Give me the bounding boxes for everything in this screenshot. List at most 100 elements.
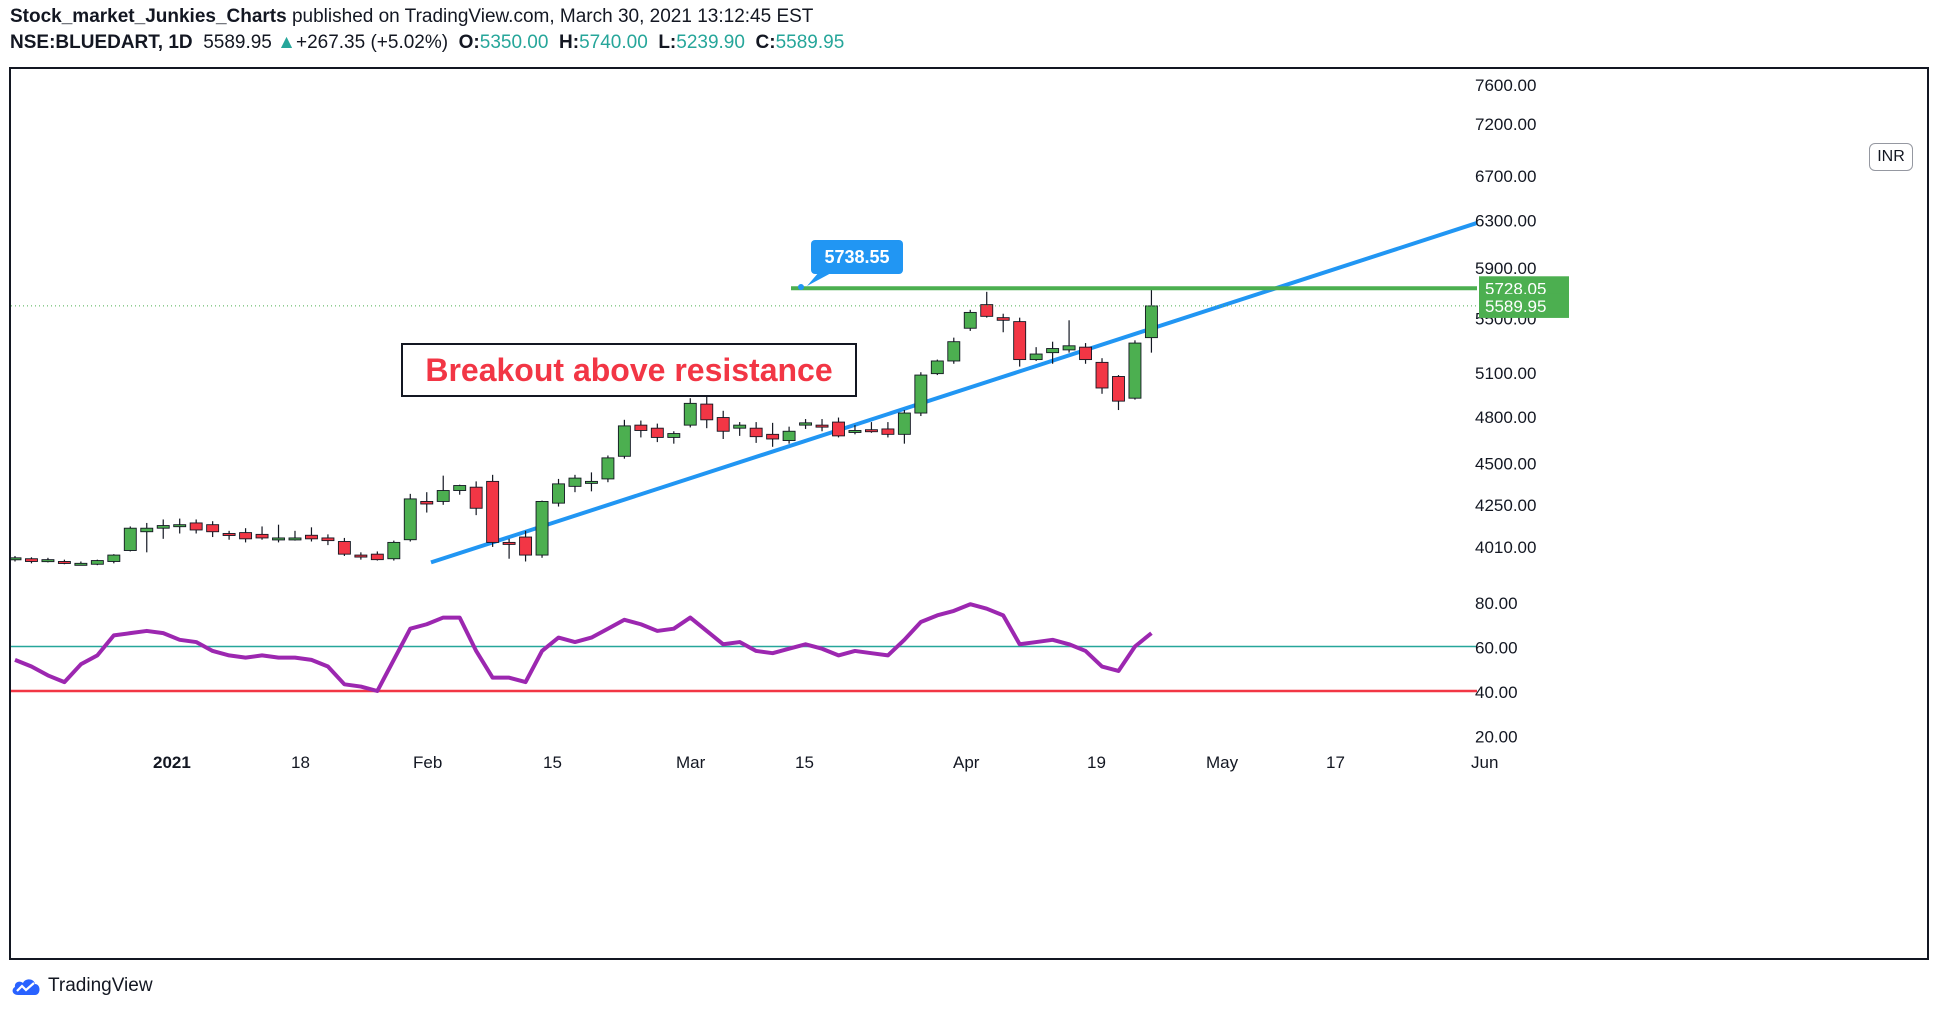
candle <box>74 561 88 566</box>
candle <box>766 422 780 447</box>
candle-body <box>403 498 417 541</box>
high-value: 5740.00 <box>579 32 648 53</box>
candle <box>222 530 236 540</box>
candle <box>650 423 664 443</box>
candle <box>864 422 878 433</box>
candle <box>206 521 220 538</box>
rsi-tick-label: 40.00 <box>1475 683 1518 702</box>
candle-body <box>156 525 170 529</box>
candle <box>370 551 384 561</box>
price-tick-label: 6300.00 <box>1475 212 1536 231</box>
candle <box>1079 343 1093 364</box>
x-tick-label: 2021 <box>153 753 191 772</box>
close-label: C: <box>755 32 776 53</box>
candle <box>123 526 137 552</box>
candle <box>288 530 302 541</box>
candle <box>914 372 928 417</box>
price-tick-label: 4800.00 <box>1475 408 1536 427</box>
cloud-logo-icon <box>12 979 40 995</box>
candle-body <box>881 428 895 435</box>
publish-line: Stock_market_Junkies_Charts published on… <box>10 6 813 28</box>
candle-body <box>552 483 565 504</box>
candle-body <box>963 311 977 329</box>
candle-body <box>436 490 450 502</box>
callout-pointer <box>807 272 833 286</box>
candle-body <box>25 558 38 562</box>
x-tick-label: 15 <box>543 753 562 772</box>
price-tick-label: 5100.00 <box>1475 364 1536 383</box>
x-tick-label: 17 <box>1326 753 1345 772</box>
candle-body <box>519 536 533 556</box>
candle-body <box>90 560 104 565</box>
candle <box>799 419 813 429</box>
tradingview-brand[interactable]: TradingView <box>10 975 153 997</box>
candle <box>585 472 598 492</box>
x-tick-label: 18 <box>291 753 310 772</box>
candle <box>453 484 467 495</box>
candle-body <box>1095 361 1109 389</box>
candle-body <box>585 480 598 484</box>
candle-body <box>568 477 582 487</box>
candle <box>980 291 994 318</box>
candle-body <box>1144 305 1158 339</box>
candle <box>90 559 104 566</box>
open-value: 5350.00 <box>479 32 549 53</box>
candle-body <box>848 430 862 433</box>
candle-body <box>1062 345 1076 351</box>
callout-bubble <box>811 240 903 274</box>
callout-value: 5738.55 <box>824 247 889 267</box>
candle-body <box>189 522 203 531</box>
candle <box>11 555 22 562</box>
candle <box>1128 340 1142 400</box>
candle-body <box>387 541 401 560</box>
up-arrow-icon: ▲ <box>277 32 296 53</box>
candle <box>305 527 318 542</box>
candle-body <box>864 429 878 433</box>
candle <box>1046 341 1060 364</box>
candle <box>469 481 483 516</box>
candle <box>716 410 730 439</box>
author-name[interactable]: Stock_market_Junkies_Charts <box>10 6 287 27</box>
candle <box>535 500 549 558</box>
price-tick-label: 4250.00 <box>1475 496 1536 515</box>
candle-body <box>272 537 285 541</box>
x-tick-label: 15 <box>795 753 814 772</box>
candle-body <box>239 532 253 540</box>
x-tick-label: Apr <box>953 753 980 772</box>
candle-body <box>947 341 961 362</box>
candle-body <box>650 427 664 438</box>
candle-body <box>1046 348 1060 354</box>
candle <box>1112 375 1125 411</box>
candle <box>832 417 845 438</box>
chart-frame[interactable]: 7600.00 7200.00 6700.00 6300.00 5900.00 5500.… <box>9 67 1929 960</box>
candle <box>189 519 203 534</box>
annotation-box[interactable]: Breakout above resistance <box>401 343 857 397</box>
candle-body <box>206 524 220 533</box>
candle <box>387 540 401 561</box>
currency-button[interactable]: INR <box>1869 143 1913 171</box>
candle <box>617 419 631 459</box>
x-tick-label: Jun <box>1471 753 1498 772</box>
candle-body <box>354 554 368 558</box>
open-label: O: <box>458 32 480 53</box>
candle <box>733 422 747 436</box>
candle <box>963 309 977 331</box>
chart-canvas[interactable]: 7600.007200.006700.006300.005900.005500.… <box>11 69 1927 958</box>
candle-body <box>617 425 631 457</box>
candle-body <box>486 480 500 543</box>
candle-body <box>634 424 648 431</box>
candle <box>255 526 269 540</box>
candle-body <box>832 421 845 437</box>
candle <box>337 537 351 556</box>
candle-body <box>11 557 22 561</box>
price-tick-label: 7200.00 <box>1475 115 1536 134</box>
candle-body <box>700 403 714 421</box>
candle <box>683 398 697 428</box>
candle <box>272 524 285 543</box>
candle-body <box>667 433 681 438</box>
candle-body <box>733 424 747 429</box>
candle-body <box>749 427 763 438</box>
candle-body <box>930 360 944 375</box>
x-tick-label: May <box>1206 753 1239 772</box>
price-tick-label: 6700.00 <box>1475 167 1536 186</box>
